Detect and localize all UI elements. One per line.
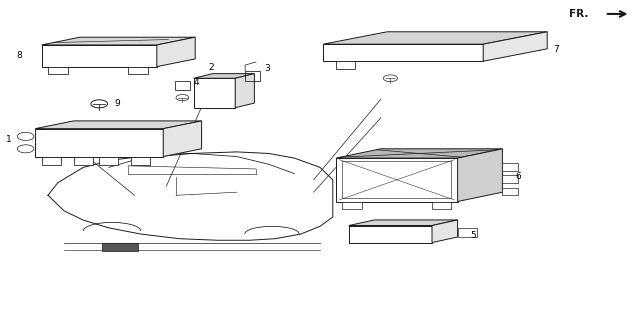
Polygon shape <box>48 67 68 74</box>
Polygon shape <box>432 202 451 209</box>
Polygon shape <box>193 74 254 78</box>
Polygon shape <box>42 37 195 45</box>
Polygon shape <box>349 220 458 226</box>
Polygon shape <box>128 67 148 74</box>
Polygon shape <box>349 226 432 242</box>
Text: 8: 8 <box>16 51 22 60</box>
Polygon shape <box>432 220 458 242</box>
Text: 7: 7 <box>554 45 559 54</box>
Polygon shape <box>502 175 518 183</box>
Text: 1: 1 <box>6 135 12 144</box>
Polygon shape <box>458 228 477 237</box>
Text: 6: 6 <box>515 172 521 181</box>
Polygon shape <box>236 74 254 108</box>
Circle shape <box>17 145 34 153</box>
Text: 9: 9 <box>114 99 120 108</box>
Polygon shape <box>458 149 502 202</box>
Polygon shape <box>323 32 547 44</box>
Polygon shape <box>483 32 547 61</box>
Polygon shape <box>102 243 138 251</box>
Polygon shape <box>336 158 458 202</box>
Text: 4: 4 <box>194 78 200 87</box>
Polygon shape <box>42 157 61 165</box>
Polygon shape <box>336 61 355 69</box>
Polygon shape <box>35 129 163 157</box>
Polygon shape <box>193 78 236 108</box>
Polygon shape <box>502 188 518 195</box>
Polygon shape <box>163 121 202 157</box>
Polygon shape <box>157 37 195 67</box>
Polygon shape <box>336 149 502 158</box>
Polygon shape <box>502 163 518 170</box>
Polygon shape <box>35 121 202 129</box>
Circle shape <box>17 132 34 140</box>
Polygon shape <box>74 157 93 165</box>
Polygon shape <box>42 45 157 67</box>
Text: 2: 2 <box>209 63 214 72</box>
Polygon shape <box>342 202 362 209</box>
Text: 3: 3 <box>264 64 270 73</box>
Polygon shape <box>99 157 118 165</box>
Polygon shape <box>131 157 150 165</box>
Polygon shape <box>323 44 483 61</box>
Text: 5: 5 <box>470 231 476 240</box>
Text: FR.: FR. <box>570 9 589 19</box>
